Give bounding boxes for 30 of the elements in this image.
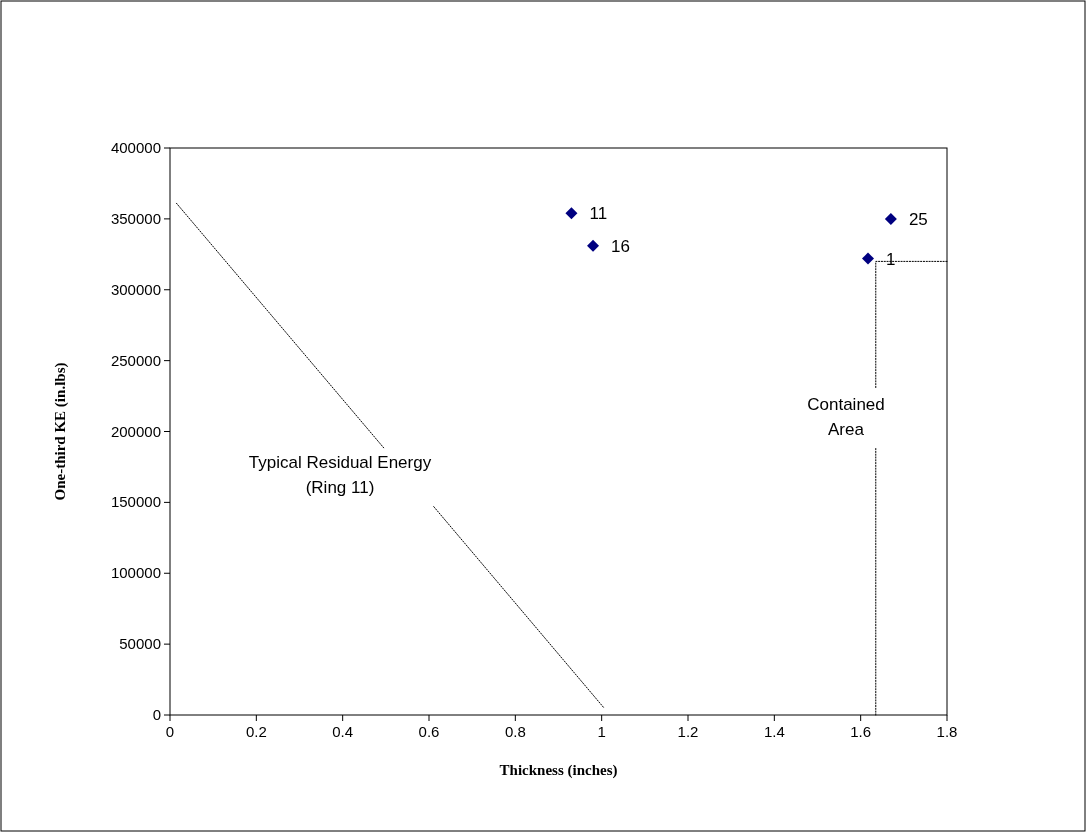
y-tick-label: 300000 xyxy=(110,280,161,298)
x-tick-label: 0.6 xyxy=(418,723,440,740)
point xyxy=(862,252,875,265)
y-tick-label: 100000 xyxy=(110,564,161,582)
annotation: 16 xyxy=(611,236,630,256)
y-tick-label: 50000 xyxy=(119,635,161,653)
x-tick-label: 1.8 xyxy=(936,723,958,740)
x-tick-label: 1.2 xyxy=(677,723,699,740)
x-tick-label: 0.4 xyxy=(332,723,354,740)
x-tick-label: 0 xyxy=(165,723,175,740)
annotation: Contained Area xyxy=(807,395,885,439)
x-tick-label: 1.4 xyxy=(763,723,785,740)
x-tick-label: 1 xyxy=(597,723,606,740)
x-tick-label: 0.2 xyxy=(245,723,267,740)
annotation: 11 xyxy=(589,204,608,224)
annotation: 25 xyxy=(908,209,928,229)
y-tick-label: 200000 xyxy=(110,422,161,440)
annotation: Typical Residual Energy (Ring 11) xyxy=(248,453,432,497)
y-tick-label: 0 xyxy=(152,706,161,723)
y-tick-label: 350000 xyxy=(110,209,161,227)
point xyxy=(884,212,897,225)
y-tick-label: 400000 xyxy=(110,139,161,156)
y-tick-label: 250000 xyxy=(110,351,161,369)
x-tick-label: 1.6 xyxy=(850,723,872,740)
y-axis-title: One-third KE (in.lbs) xyxy=(52,362,69,501)
x-axis-title: Thickness (inches) xyxy=(499,762,618,779)
x-tick-label: 0.8 xyxy=(504,723,526,740)
point xyxy=(565,207,578,220)
point xyxy=(587,239,600,252)
y-tick-label: 150000 xyxy=(110,493,161,511)
